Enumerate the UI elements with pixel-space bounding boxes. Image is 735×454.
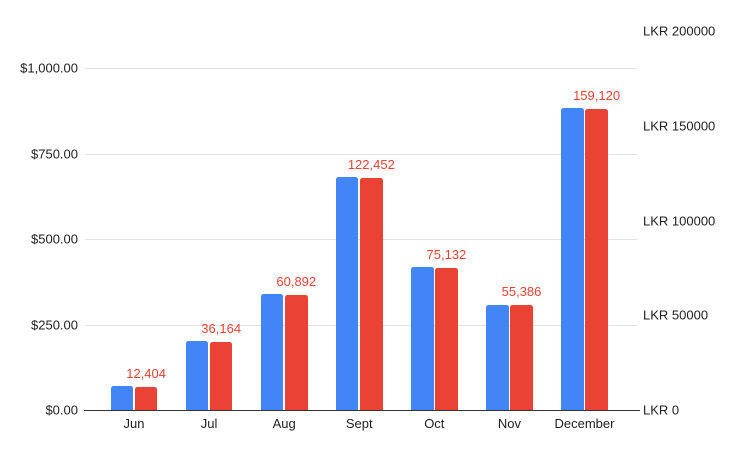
bar-red-aug[interactable] — [284, 294, 308, 410]
bar-blue-december[interactable] — [561, 107, 584, 410]
bar-red-jun[interactable] — [134, 386, 158, 410]
right-axis-tick-label: LKR 100000 — [643, 213, 716, 229]
category-label-jun: Jun — [123, 416, 145, 431]
category-label-oct: Oct — [424, 416, 445, 431]
bar-red-december[interactable] — [585, 108, 608, 410]
data-label: 36,164 — [201, 320, 242, 336]
left-axis-tick-label: $500.00 — [31, 231, 78, 247]
data-label: 159,120 — [573, 87, 621, 103]
data-label: 75,132 — [426, 246, 467, 262]
left-axis-tick-label: $1,000.00 — [20, 60, 78, 76]
bar-blue-nov[interactable] — [486, 304, 509, 410]
x-axis-line — [84, 410, 640, 411]
data-label: 122,452 — [347, 157, 395, 173]
left-axis-tick-label: $0.00 — [45, 402, 78, 418]
bar-red-sept[interactable] — [360, 178, 383, 410]
right-axis-tick-label: LKR 200000 — [643, 23, 716, 39]
gridline — [85, 68, 637, 69]
bar-blue-oct[interactable] — [410, 267, 434, 410]
bar-blue-jul[interactable] — [185, 341, 209, 410]
right-axis-tick-label: LKR 50000 — [643, 307, 709, 323]
data-label: 55,386 — [501, 284, 542, 300]
bar-blue-sept[interactable] — [335, 177, 359, 410]
category-label-nov: Nov — [497, 416, 521, 431]
gridline — [85, 153, 637, 155]
left-axis-tick-label: $250.00 — [31, 317, 78, 332]
category-label-sept: Sept — [345, 416, 373, 431]
right-axis-tick-label: LKR 0 — [643, 402, 680, 418]
data-label: 60,892 — [276, 273, 317, 289]
bar-red-nov[interactable] — [510, 305, 533, 410]
bar-red-oct[interactable] — [435, 267, 458, 410]
bar-blue-jun[interactable] — [110, 386, 134, 410]
left-axis-tick-label: $750.00 — [31, 146, 78, 161]
right-axis-tick-label: LKR 150000 — [643, 118, 716, 134]
category-label-aug: Aug — [272, 416, 296, 431]
category-label-december: December — [554, 416, 615, 431]
category-label-jul: Jul — [200, 416, 218, 431]
bar-red-jul[interactable] — [209, 341, 233, 410]
bar-blue-aug[interactable] — [260, 294, 284, 410]
data-label: 12,404 — [126, 365, 166, 381]
